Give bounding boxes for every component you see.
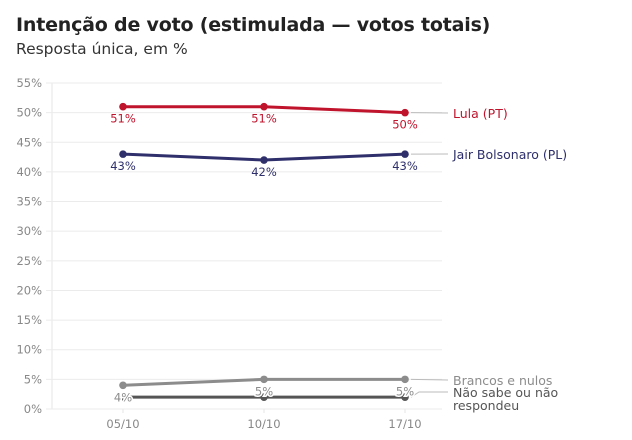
y-tick-label: 45% (16, 135, 42, 149)
data-point (401, 375, 409, 384)
series-2: Brancos e nulos (119, 373, 552, 390)
y-tick-label: 50% (16, 106, 42, 120)
data-label: 5% (255, 384, 273, 398)
chart-title: Intenção de voto (estimulada — votos tot… (16, 14, 491, 36)
series-label-line: Jair Bolsonaro (PL) (452, 147, 567, 162)
x-tick-label: 10/10 (247, 417, 280, 431)
data-point (119, 393, 127, 401)
y-tick-label: 25% (16, 254, 42, 268)
series-label-line: Lula (PT) (453, 106, 508, 121)
y-tick-label: 0% (24, 402, 42, 416)
data-label: 50% (392, 118, 418, 132)
chart-subtitle: Resposta única, em % (16, 40, 188, 58)
data-point (119, 102, 127, 111)
grid (46, 82, 442, 410)
data-point (260, 102, 268, 111)
series-3: Não sabe ou não respondeu (119, 385, 558, 413)
data-label: 43% (110, 159, 136, 173)
data-point (401, 108, 409, 117)
data-point (119, 150, 127, 158)
data-point (260, 375, 268, 384)
y-tick-label: 55% (16, 76, 42, 90)
x-tick-label: 05/10 (106, 417, 139, 431)
label-connector (410, 378, 449, 381)
y-tick-label: 30% (16, 224, 42, 238)
series-label-line: Não sabe ou não (453, 385, 558, 400)
series-label: Brancos e nulos (453, 373, 552, 388)
series-group: Lula (PT) Jair Bolsonaro (PL) Brancos e nu… (110, 102, 567, 413)
data-label: 42% (251, 165, 277, 179)
data-point (260, 393, 268, 401)
data-point (119, 381, 127, 390)
data-labels-2: 4% 5% 5% (112, 383, 415, 406)
label-connector (410, 391, 448, 398)
x-axis: 05/10 10/10 17/10 (106, 409, 422, 431)
data-label: 4% (114, 390, 132, 404)
series-0: Lula (PT) (119, 102, 508, 121)
data-point (260, 156, 268, 164)
data-labels-1: 43% 42% 43% (110, 159, 418, 179)
series-label: Não sabe ou não respondeu (453, 385, 558, 413)
data-label: 43% (392, 159, 418, 173)
y-tick-label: 35% (16, 195, 42, 209)
series-label-line: respondeu (453, 398, 519, 413)
y-tick-label: 10% (16, 343, 42, 357)
series-label: Lula (PT) (453, 106, 508, 121)
series-1: Jair Bolsonaro (PL) (119, 147, 567, 164)
y-tick-label: 40% (16, 165, 42, 179)
y-axis: 0% 5% 10% 15% 20% 25% 30% 35% 40% 45% 50% 55% (16, 76, 42, 416)
series-label-line: Brancos e nulos (453, 373, 552, 388)
y-tick-label: 15% (16, 313, 42, 327)
y-tick-label: 5% (24, 372, 42, 386)
data-label: 51% (251, 112, 277, 126)
data-point (401, 150, 409, 158)
data-labels-0: 51% 51% 50% (110, 112, 418, 132)
x-tick-label: 17/10 (388, 417, 421, 431)
series-label: Jair Bolsonaro (PL) (452, 147, 567, 162)
data-label: 5% (396, 384, 414, 398)
data-label: 51% (110, 112, 136, 126)
y-tick-label: 20% (16, 283, 42, 297)
data-point (401, 393, 409, 401)
